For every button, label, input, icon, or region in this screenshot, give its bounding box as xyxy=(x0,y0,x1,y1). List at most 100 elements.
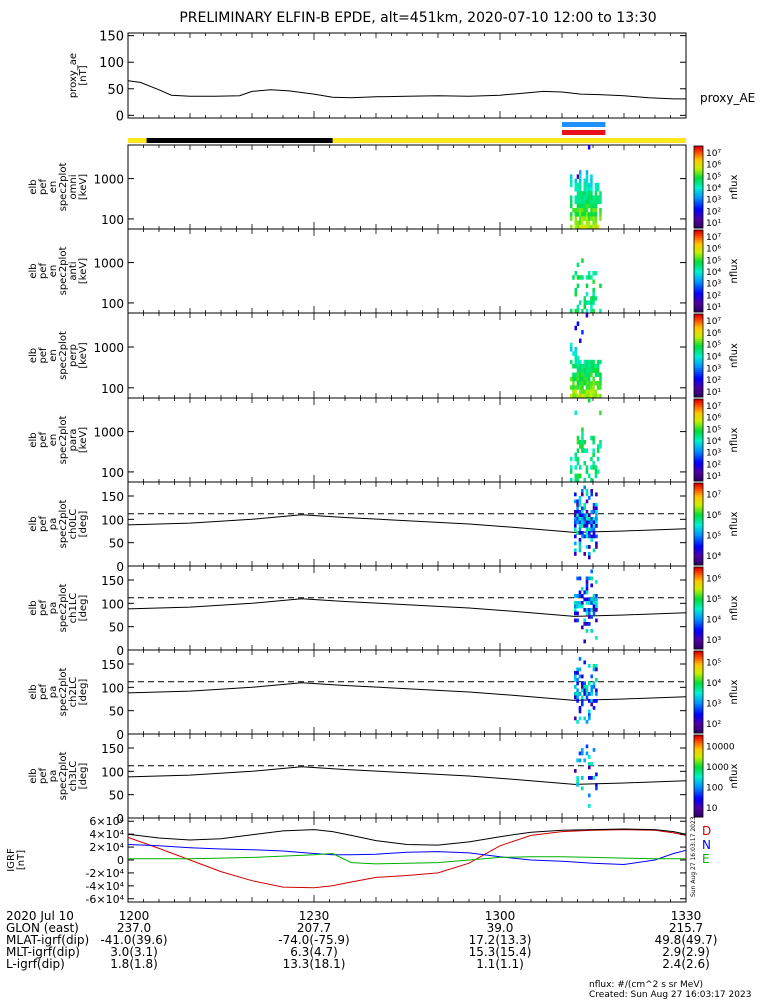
colorbar-frame xyxy=(693,229,704,313)
colorbar-tick-label: 10⁵ xyxy=(706,172,721,182)
pitch-angle-cell xyxy=(576,517,579,521)
pitch-angle-cell xyxy=(574,541,577,546)
spectrogram-cell xyxy=(592,271,595,276)
pitch-angle-cell xyxy=(590,517,593,521)
spectrogram-cell xyxy=(594,182,598,188)
colorbar-cell xyxy=(694,458,703,461)
spectrogram-cell xyxy=(590,203,593,209)
y-axis-label-line: pef xyxy=(38,179,49,196)
colorbar-cell xyxy=(694,657,703,660)
colorbar-cell xyxy=(694,620,703,623)
spectrogram-cell xyxy=(581,448,584,453)
spectrogram-cell xyxy=(596,182,600,188)
pitch-angle-cell xyxy=(588,804,591,808)
pitch-angle-cell xyxy=(588,622,591,626)
spectrogram-cell xyxy=(579,199,582,205)
pitch-angle-cell xyxy=(595,492,598,497)
spectrogram-cell xyxy=(581,212,584,217)
pitch-angle-cell xyxy=(588,664,591,668)
colorbar-cell xyxy=(694,277,703,280)
y-axis-label-line: elb xyxy=(28,600,39,615)
colorbar-tick-label: 10⁴ xyxy=(706,679,721,689)
pitch-angle-cell xyxy=(583,552,586,556)
spectrogram-cell xyxy=(579,208,582,213)
spectrogram-cell xyxy=(594,271,598,276)
colorbar-cell xyxy=(694,464,703,468)
colorbar-cell xyxy=(694,380,703,383)
colorbar-cell xyxy=(694,626,703,629)
colorbar-cell xyxy=(694,478,703,482)
colorbar-cell xyxy=(694,351,703,354)
spectrogram-cell xyxy=(581,258,584,263)
spectrogram-cell xyxy=(592,368,595,373)
spectrogram-cell xyxy=(585,313,589,318)
pitch-angle-cell xyxy=(588,615,591,619)
colorbar-cell xyxy=(694,205,703,208)
spectrogram-cell xyxy=(576,368,580,373)
colorbar-label: nflux xyxy=(729,258,740,283)
y-tick-label: 50 xyxy=(109,537,124,551)
colorbar-tick-label: 10⁵ xyxy=(706,341,721,351)
pitch-angle-cell xyxy=(576,692,579,696)
spectrogram-cell xyxy=(592,393,595,399)
spectrogram-cell xyxy=(592,376,595,382)
spectrogram-cell xyxy=(581,220,584,226)
pitch-angle-cell xyxy=(574,716,577,721)
colorbar-cell xyxy=(694,745,703,748)
spectrogram-cell xyxy=(579,473,582,479)
spectrogram-cell xyxy=(572,275,575,280)
colorbar-cell xyxy=(694,487,703,490)
panel-frame xyxy=(127,397,687,483)
pitch-angle-cell xyxy=(592,506,596,511)
colorbar-tick-label: 10¹ xyxy=(706,472,721,482)
colorbar-frame xyxy=(693,145,704,229)
spectrogram-cell xyxy=(579,220,582,226)
spectrogram-cell xyxy=(587,359,591,365)
colorbar-cell xyxy=(694,788,703,791)
pitch-angle-cell xyxy=(588,716,591,721)
spectrogram-cell xyxy=(583,461,586,466)
pitch-angle-cell xyxy=(581,534,584,539)
pitch-angle-cell xyxy=(578,657,582,661)
spectrogram-cell xyxy=(572,381,575,386)
spectrogram-cell xyxy=(585,182,589,188)
pitch-angle-cell xyxy=(581,625,584,630)
colorbar-cell xyxy=(694,238,703,241)
spectrogram-cell xyxy=(579,224,582,230)
colorbar-tick-label: 10⁶ xyxy=(706,511,721,521)
pitch-angle-cell xyxy=(578,517,582,521)
pitch-angle-cell xyxy=(585,534,589,539)
colorbar-label: nflux xyxy=(729,427,740,452)
spectrogram-cell xyxy=(592,385,595,390)
pitch-angle-cell xyxy=(592,776,596,780)
pitch-angle-cell xyxy=(578,496,582,500)
panel-pa_ch1: 0 50 100 150 elb pef pa spec2plot ch1LC [deg] 10³ 1… xyxy=(28,565,740,658)
pitch-angle-cell xyxy=(588,552,591,556)
spectrogram-cell xyxy=(579,191,582,196)
spectrogram-cell xyxy=(579,212,582,217)
colorbar-cell xyxy=(694,794,703,797)
colorbar-cell xyxy=(694,258,703,262)
spectrogram-cell xyxy=(596,359,600,365)
colorbar-cell xyxy=(694,562,703,566)
footer-row-value: 3.0(3.1) xyxy=(110,945,158,959)
pitch-angle-cell xyxy=(581,776,584,780)
spectrogram-cell xyxy=(585,174,589,179)
spectrogram-cell xyxy=(572,385,575,390)
pitch-angle-cell xyxy=(581,524,584,528)
colorbar-cell xyxy=(694,365,703,369)
spectrogram-cell xyxy=(576,477,580,483)
colorbar-cell xyxy=(694,599,703,603)
spectrogram-cell xyxy=(594,208,598,213)
pitch-angle-cell xyxy=(595,517,598,521)
pitch-angle-cell xyxy=(595,608,598,612)
y-tick-label: 100 xyxy=(101,513,124,527)
spectrogram-cell xyxy=(583,216,586,221)
pitch-angle-cell xyxy=(581,702,584,707)
colorbar-cell xyxy=(694,610,703,613)
spectrogram-cell xyxy=(590,477,593,483)
pitch-angle-cell xyxy=(583,692,586,696)
colorbar-cell xyxy=(694,421,703,425)
spectrogram-cell xyxy=(574,178,577,184)
colorbar-cell xyxy=(694,413,703,416)
